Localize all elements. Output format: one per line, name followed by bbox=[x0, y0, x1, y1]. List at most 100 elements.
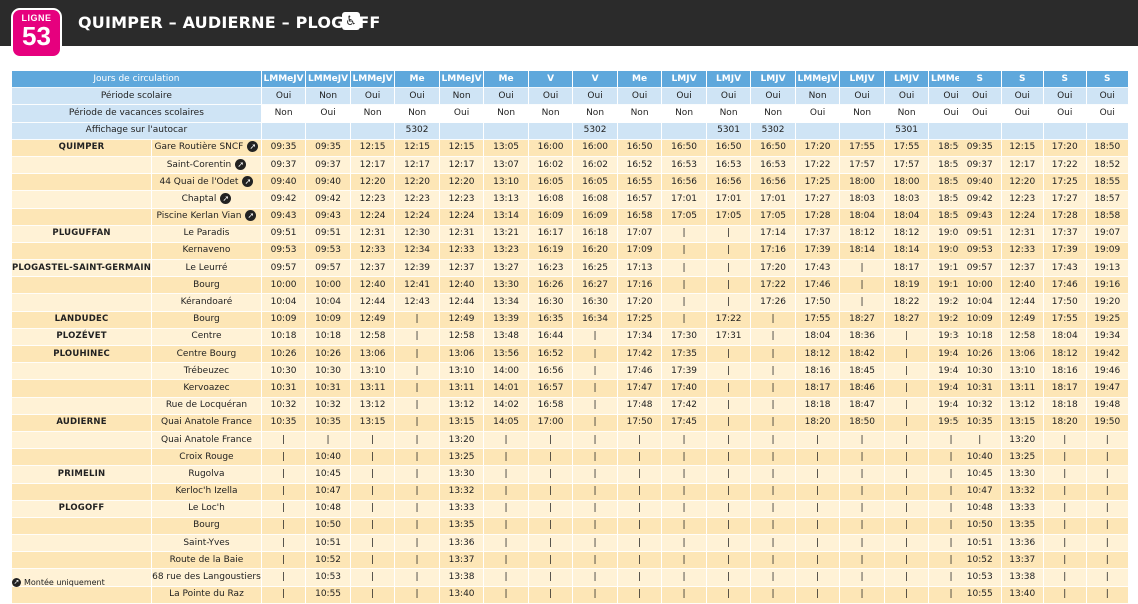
time-cell: | bbox=[840, 500, 885, 518]
time-cell: 17:05 bbox=[662, 208, 707, 226]
time-cell: 17:42 bbox=[617, 346, 663, 364]
time-cell: 09:43 bbox=[261, 208, 307, 226]
time-cell: 18:12 bbox=[1044, 346, 1087, 364]
time-cell: 09:35 bbox=[959, 139, 1002, 157]
info-cell: S bbox=[959, 71, 1002, 89]
time-cell: 16:58 bbox=[528, 397, 574, 415]
time-cell: 13:40 bbox=[439, 586, 485, 604]
time-cell: | bbox=[751, 586, 796, 604]
time-cell: 13:10 bbox=[1001, 363, 1044, 381]
info-cell bbox=[484, 122, 529, 140]
commune-name bbox=[12, 174, 153, 192]
time-cell: 13:39 bbox=[484, 311, 529, 329]
time-cell: 18:16 bbox=[1044, 363, 1087, 381]
time-cell: 12:23 bbox=[439, 191, 485, 209]
time-cell: | bbox=[1044, 552, 1087, 570]
time-cell: 12:40 bbox=[1001, 277, 1044, 295]
time-cell: 13:10 bbox=[350, 363, 396, 381]
time-cell: | bbox=[261, 535, 307, 553]
time-cell: 12:39 bbox=[395, 260, 440, 278]
time-cell: | bbox=[484, 483, 529, 501]
stop-row: 09:42 12:23 17:27 18:57 bbox=[959, 191, 1129, 209]
info-cell bbox=[795, 122, 841, 140]
time-cell: 13:11 bbox=[1001, 380, 1044, 398]
time-cell: 17:39 bbox=[662, 363, 707, 381]
time-cell: | bbox=[528, 449, 574, 467]
info-cell: Oui bbox=[617, 88, 663, 106]
stop-row: 10:18 12:58 18:04 19:34 bbox=[959, 328, 1129, 346]
time-cell: | bbox=[662, 483, 707, 501]
time-cell: | bbox=[840, 535, 885, 553]
stop-row: 10:09 12:49 17:55 19:25 bbox=[959, 311, 1129, 329]
info-cell: LMMeJV bbox=[350, 71, 396, 89]
stop-name: Saint-Corentin ➚ bbox=[152, 156, 262, 175]
stop-row: Kerloc'h Izella | 10:47 | | 13:32 | | | | | | | | | | | bbox=[12, 483, 974, 501]
time-cell: | bbox=[840, 483, 885, 501]
footnote-text: Montée uniquement bbox=[24, 578, 105, 587]
time-cell: 10:32 bbox=[959, 397, 1002, 415]
time-cell: 17:31 bbox=[706, 328, 752, 346]
info-row: Période scolaire Oui Non Oui Oui Non Oui Oui Oui… bbox=[12, 88, 974, 106]
info-cell: Non bbox=[306, 88, 351, 106]
time-cell: | bbox=[484, 586, 529, 604]
time-cell: 13:27 bbox=[484, 260, 529, 278]
time-cell: 16:55 bbox=[617, 174, 663, 192]
time-cell: | bbox=[884, 500, 930, 518]
info-cell: LMJV bbox=[840, 71, 885, 89]
time-cell: 17:00 bbox=[528, 414, 574, 432]
time-cell: 10:52 bbox=[959, 552, 1002, 570]
time-cell: | bbox=[261, 586, 307, 604]
time-cell: 18:36 bbox=[840, 328, 885, 346]
stop-row: PLUGUFFAN Le Paradis 09:51 09:51 12:31 12:30 1… bbox=[12, 225, 974, 243]
info-cell: Oui bbox=[1001, 88, 1044, 106]
stop-row: 68 rue des Langoustiers | 10:53 | | 13:38 | | | |… bbox=[12, 569, 974, 587]
boarding-only-arrow-icon: ➚ bbox=[245, 210, 257, 222]
time-cell: 18:22 bbox=[884, 294, 930, 312]
time-cell: 13:10 bbox=[439, 363, 485, 381]
time-cell: 12:31 bbox=[1001, 225, 1044, 243]
info-cell bbox=[662, 122, 707, 140]
time-cell: | bbox=[1086, 586, 1129, 604]
info-cell: Oui bbox=[350, 88, 396, 106]
route-title: QUIMPER – AUDIERNE – PLOGOFF bbox=[78, 13, 381, 32]
time-cell: 10:09 bbox=[959, 311, 1002, 329]
time-cell: 09:51 bbox=[306, 225, 351, 243]
time-cell: | bbox=[1044, 483, 1087, 501]
time-cell: 18:14 bbox=[884, 242, 930, 261]
time-cell: 12:40 bbox=[439, 277, 485, 295]
time-cell: | bbox=[959, 431, 1002, 450]
time-cell: | bbox=[1086, 466, 1129, 484]
time-cell: 18:57 bbox=[1086, 191, 1129, 209]
time-cell: 12:49 bbox=[439, 311, 485, 329]
time-cell: 10:32 bbox=[306, 397, 351, 415]
stop-row: 10:51 13:36 | | bbox=[959, 535, 1129, 553]
time-cell: 16:50 bbox=[662, 139, 707, 157]
time-cell: 17:42 bbox=[662, 397, 707, 415]
time-cell: 17:20 bbox=[617, 294, 663, 312]
time-cell: 18:45 bbox=[840, 363, 885, 381]
time-cell: | bbox=[261, 431, 307, 450]
time-cell: 18:04 bbox=[884, 208, 930, 226]
time-cell: | bbox=[840, 586, 885, 604]
time-cell: 10:30 bbox=[261, 363, 307, 381]
info-row-label: Période scolaire bbox=[12, 88, 262, 106]
time-cell: 12:31 bbox=[350, 225, 396, 243]
time-cell: 13:20 bbox=[1001, 431, 1044, 450]
time-cell: 16:26 bbox=[528, 277, 574, 295]
time-cell: 09:37 bbox=[261, 156, 307, 175]
time-cell: 13:14 bbox=[484, 208, 529, 226]
commune-name bbox=[12, 535, 153, 553]
time-cell: | bbox=[795, 466, 841, 484]
time-cell: | bbox=[261, 552, 307, 570]
time-cell: 10:04 bbox=[261, 294, 307, 312]
info-row-label: Période de vacances scolaires bbox=[12, 105, 262, 123]
time-cell: | bbox=[350, 449, 396, 467]
time-cell: | bbox=[350, 569, 396, 587]
time-cell: 13:06 bbox=[439, 346, 485, 364]
time-cell: 09:42 bbox=[261, 191, 307, 209]
time-cell: 12:44 bbox=[1001, 294, 1044, 312]
time-cell: 10:53 bbox=[306, 569, 351, 587]
time-cell: 18:50 bbox=[1086, 139, 1129, 157]
time-cell: 13:38 bbox=[1001, 569, 1044, 587]
time-cell: 12:20 bbox=[350, 174, 396, 192]
